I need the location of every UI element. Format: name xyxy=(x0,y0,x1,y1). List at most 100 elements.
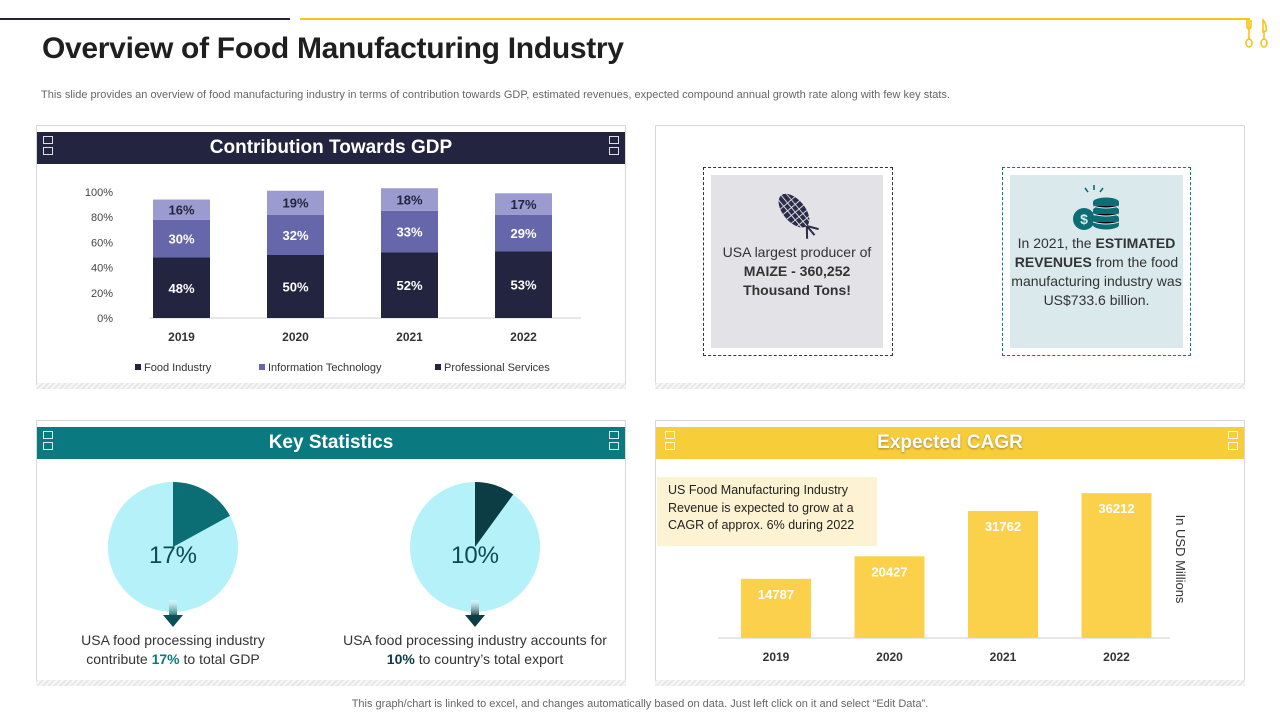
revenue-card-body: $ xyxy=(1010,175,1183,348)
data-label: 31762 xyxy=(985,519,1021,534)
coins-dollar-icon: $ xyxy=(1073,185,1120,230)
bar-segment xyxy=(267,214,324,255)
legend-label: Information Technology xyxy=(268,362,382,374)
header-marker-icon xyxy=(609,136,619,160)
maize-card-body: USA largest producer of MAIZE - 360,252 … xyxy=(711,175,883,348)
header-marker-icon xyxy=(43,431,53,455)
bar-segment xyxy=(495,193,552,215)
x-tick-label: 2020 xyxy=(876,650,903,664)
revenue-text: In 2021, the ESTIMATED REVENUES from the… xyxy=(1011,235,1182,308)
bar xyxy=(854,556,925,638)
key-stats-title: Key Statistics xyxy=(268,432,394,453)
bar xyxy=(968,510,1038,638)
data-label: 20427 xyxy=(871,564,907,579)
x-tick-label: 2019 xyxy=(763,650,790,664)
svg-text:$: $ xyxy=(1080,211,1088,227)
y-tick-label: 0% xyxy=(97,313,113,325)
cagr-header: Expected CAGR xyxy=(656,427,1244,459)
x-tick-label: 2021 xyxy=(990,650,1017,664)
x-tick-label: 2022 xyxy=(510,330,537,344)
cagr-note: US Food Manufacturing Industry Revenue i… xyxy=(657,477,877,546)
data-label: 29% xyxy=(510,226,536,241)
maize-highlight: MAIZE - 360,252 Thousand Tons! xyxy=(743,263,851,298)
revenue-highlight: ESTIMATED REVENUES xyxy=(1014,235,1176,270)
gdp-stacked-bar-chart[interactable]: 0% 20% 40% 60% 80% 100% 48% 30% 16% 2019 50% 32% 19%… xyxy=(37,126,625,388)
cutlery-icon xyxy=(1245,18,1268,48)
stat1-pie[interactable] xyxy=(107,481,239,613)
cagr-panel: Expected CAGR US Food Manufacturing Indu… xyxy=(655,420,1245,686)
legend-label: Food Industry xyxy=(144,362,212,374)
maize-card: USA largest producer of MAIZE - 360,252 … xyxy=(703,167,893,356)
stat2-text: USA food processing industry accounts fo… xyxy=(343,632,607,667)
bar-segment xyxy=(153,257,210,318)
y-tick-label: 80% xyxy=(91,212,113,224)
x-tick-label: 2020 xyxy=(282,330,309,344)
cagr-bar-chart[interactable]: 14787 2019 20427 2020 31762 2021 36212 2022 In U… xyxy=(656,421,1244,685)
y-tick-label: 60% xyxy=(91,237,113,249)
panel-shadow xyxy=(36,680,626,686)
header-marker-icon xyxy=(43,136,53,160)
data-label: 33% xyxy=(396,225,422,240)
bar-segment xyxy=(381,210,438,253)
data-label: 14787 xyxy=(758,587,794,602)
arrow-down-icon xyxy=(465,600,485,627)
bar-segment xyxy=(267,255,324,318)
stat2-percentage: 10% xyxy=(450,542,500,569)
stat1-percentage: 17% xyxy=(148,542,198,569)
data-label: 52% xyxy=(396,278,422,293)
data-label: 32% xyxy=(282,228,308,243)
revenue-card: $ In 2021, the ESTIMATED REVENUES from t… xyxy=(1002,167,1191,356)
legend-swatch xyxy=(435,364,441,370)
x-tick-label: 2022 xyxy=(1103,650,1130,664)
header-marker-icon xyxy=(1228,431,1238,455)
gdp-panel: Contribution Towards GDP 0% 20% 40% 60% 80% 1… xyxy=(36,125,626,389)
highlights-panel: USA largest producer of MAIZE - 360,252 … xyxy=(655,125,1245,389)
page-subtitle: This slide provides an overview of food … xyxy=(41,89,950,101)
page-title: Overview of Food Manufacturing Industry xyxy=(42,32,624,65)
data-label: 50% xyxy=(282,280,308,295)
pie-slice[interactable] xyxy=(173,482,230,547)
x-tick-label: 2019 xyxy=(168,330,195,344)
top-rule-right xyxy=(300,18,1250,20)
legend-label: Professional Services xyxy=(444,362,550,374)
legend-swatch xyxy=(135,364,141,370)
data-label: 18% xyxy=(396,193,422,208)
stat2-pie[interactable] xyxy=(409,481,541,613)
bar xyxy=(1081,493,1152,638)
arrow-down-icon xyxy=(163,600,183,627)
bar-segment xyxy=(381,252,438,318)
pie-slice[interactable] xyxy=(475,482,514,547)
bar-segment xyxy=(495,214,552,252)
panel-shadow xyxy=(36,383,626,389)
panel-shadow xyxy=(655,680,1245,686)
x-tick-label: 2021 xyxy=(396,330,423,344)
stat1-text: USA food processing industry contribute … xyxy=(81,632,265,667)
data-label: 30% xyxy=(168,232,194,247)
data-label: 36212 xyxy=(1098,501,1134,516)
top-rule-left xyxy=(0,18,290,20)
data-label: 48% xyxy=(168,281,194,296)
cagr-header-title: Expected CAGR xyxy=(877,432,1023,453)
data-label: 53% xyxy=(510,278,536,293)
legend-swatch xyxy=(259,364,265,370)
key-stats-header: Key Statistics xyxy=(37,427,625,459)
data-label: 17% xyxy=(510,197,536,212)
maize-line1: USA largest producer of xyxy=(722,244,872,260)
y-axis-label: In USD Millions xyxy=(1173,515,1188,604)
y-tick-label: 100% xyxy=(85,187,113,199)
corn-icon xyxy=(777,192,819,239)
gdp-header-title: Contribution Towards GDP xyxy=(209,137,453,158)
bar-segment xyxy=(267,190,324,215)
bar xyxy=(741,578,811,638)
bar-segment xyxy=(153,199,210,220)
bar-segment xyxy=(495,251,552,318)
panel-shadow xyxy=(655,383,1245,389)
gdp-header: Contribution Towards GDP xyxy=(37,132,625,164)
key-stats-panel: Key Statistics 17% USA food processing i… xyxy=(36,420,626,686)
footer-note: This graph/chart is linked to excel, and… xyxy=(351,698,929,710)
header-marker-icon xyxy=(609,431,619,455)
bar-segment xyxy=(153,219,210,258)
header-marker-icon xyxy=(665,431,675,455)
data-label: 16% xyxy=(168,203,194,218)
y-tick-label: 20% xyxy=(91,288,113,300)
